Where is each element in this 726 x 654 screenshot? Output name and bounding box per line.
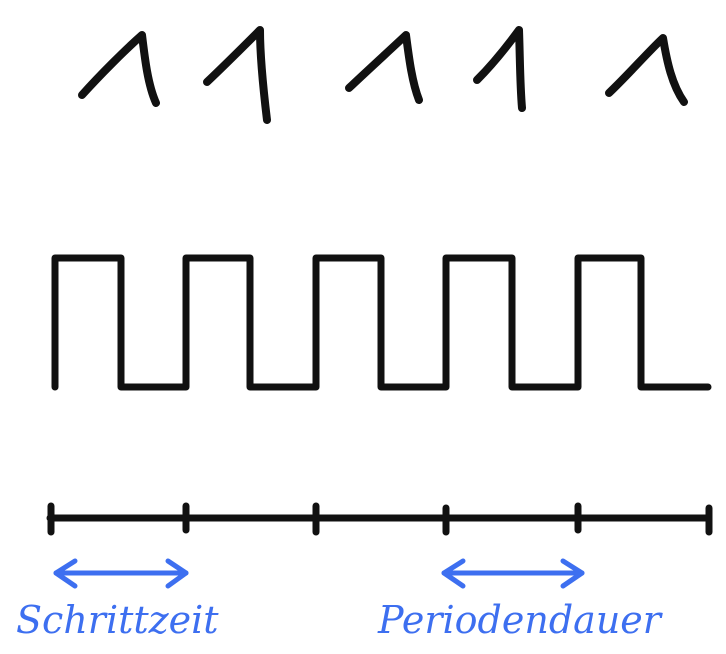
square-wave [51, 254, 712, 391]
bit-digit [605, 34, 688, 106]
bit-digit [473, 26, 526, 112]
bit-digit [203, 26, 271, 124]
period-arrow [441, 558, 585, 589]
bit-digit [78, 31, 160, 107]
time-axis [46, 502, 713, 536]
step-time-arrow [53, 558, 189, 589]
period-label: Periodendauer [378, 598, 661, 642]
bit-digit [345, 31, 423, 104]
step-time-label: Schrittzeit [16, 598, 219, 642]
bit-sequence [78, 26, 688, 124]
